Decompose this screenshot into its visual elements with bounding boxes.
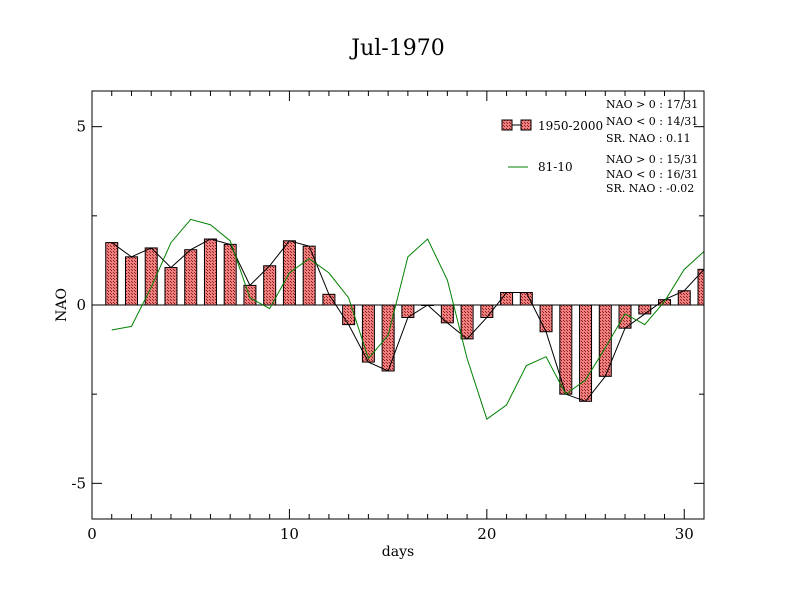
bar [381,304,395,372]
legend-swatch-1950-2000-right [520,119,532,131]
bar [105,242,119,306]
bar [342,304,356,326]
bar [519,292,533,306]
bar [263,265,277,306]
bar [579,304,593,402]
bar [638,304,652,315]
x-tick-label: 20 [477,525,496,543]
bar [500,292,514,306]
bar [539,304,553,333]
bar [203,238,217,306]
x-tick-label: 30 [675,525,694,543]
legend-label-81-10: 81-10 [538,160,573,174]
bar [164,267,178,306]
chart-title: Jul-1970 [349,36,444,61]
series-line-81-10 [111,218,704,420]
bar [124,256,138,306]
legend-swatch-1950-2000-left [501,119,513,131]
stat-line: NAO > 0 : 15/31 [606,153,698,166]
stat-line: NAO < 0 : 14/31 [606,115,698,128]
y-tick-label: 0 [76,296,86,314]
stat-line: NAO < 0 : 16/31 [606,168,698,181]
plot-area [92,218,704,420]
stat-line: NAO > 0 : 17/31 [606,98,698,111]
x-tick-label: 10 [280,525,299,543]
bar [440,304,454,324]
x-axis-label: days [382,544,414,560]
stat-line: SR. NAO : 0.11 [606,132,691,145]
y-axis-label: NAO [54,288,70,322]
bar [480,304,494,318]
bar [401,304,415,318]
legend-label-1950-2000: 1950-2000 [538,119,603,133]
bar [322,293,336,306]
stat-line: SR. NAO : -0.02 [606,182,694,195]
x-tick-label: 0 [87,525,97,543]
bar [243,284,257,306]
bar [302,245,316,306]
series-line-1950-2000 [111,238,704,402]
y-tick-label: 5 [76,118,86,136]
bar [184,249,198,306]
axes: 0 10 20 30 -5 0 5 [71,91,705,543]
legend: 1950-2000 81-10 NAO > 0 : 17/31 NAO < 0 … [501,98,698,195]
bar [697,268,704,306]
y-tick-label: -5 [71,474,86,492]
